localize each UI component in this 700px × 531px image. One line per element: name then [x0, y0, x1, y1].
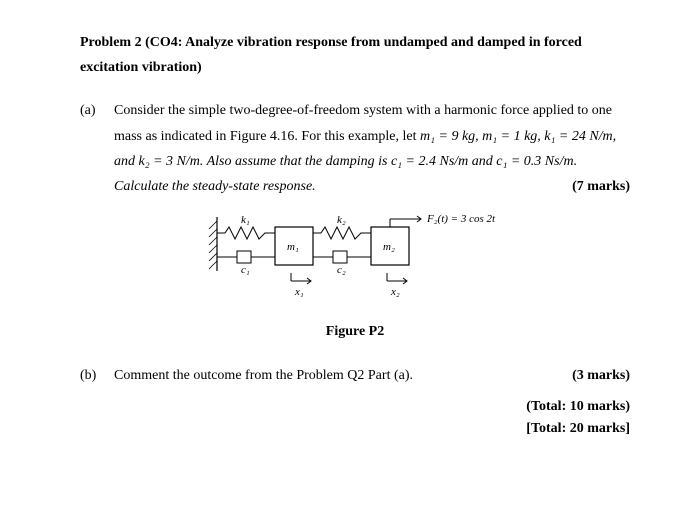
total-2: [Total: 20 marks] — [80, 418, 630, 440]
part-a: (a) Consider the simple two-degree-of-fr… — [80, 98, 630, 199]
problem-title: Problem 2 (CO4: Analyze vibration respon… — [80, 30, 630, 80]
pa-m1a: m₁ = 9 kg, — [420, 129, 482, 144]
figure-caption: Figure P2 — [80, 319, 630, 344]
part-a-body: Consider the simple two-degree-of-freedo… — [114, 98, 630, 199]
totals: (Total: 10 marks) [Total: 20 marks] — [80, 396, 630, 441]
part-a-marks: (7 marks) — [572, 174, 630, 199]
label-m1: m₁ — [287, 241, 299, 253]
part-b-body: Comment the outcome from the Problem Q2 … — [114, 363, 630, 388]
total-1: (Total: 10 marks) — [80, 396, 630, 418]
part-b: (b) Comment the outcome from the Problem… — [80, 363, 630, 388]
pa-m1b: m₁ = 1 kg, — [482, 129, 544, 144]
pa-c1: c₁ = 2.4 Ns/m and — [391, 154, 496, 169]
label-x1: x₁ — [294, 286, 304, 298]
figure-p2: k₁ c₁ m₁ x₁ k₂ — [80, 209, 630, 344]
part-a-label: (a) — [80, 98, 114, 199]
label-k2: k₂ — [337, 214, 346, 226]
pb-text: Comment the outcome from the Problem Q2 … — [114, 368, 413, 383]
label-c2: c₂ — [337, 264, 346, 276]
part-b-label: (b) — [80, 363, 114, 388]
label-k1: k₁ — [241, 214, 250, 226]
pa-k2: k₂ = 3 N/m. Also assume that the damping… — [139, 154, 391, 169]
part-b-marks: (3 marks) — [572, 363, 630, 388]
label-c1: c₁ — [241, 264, 250, 276]
label-m2: m₂ — [383, 241, 395, 253]
label-x2: x₂ — [390, 286, 400, 298]
label-force: F₂(t) = 3 cos 2t — [426, 213, 496, 225]
